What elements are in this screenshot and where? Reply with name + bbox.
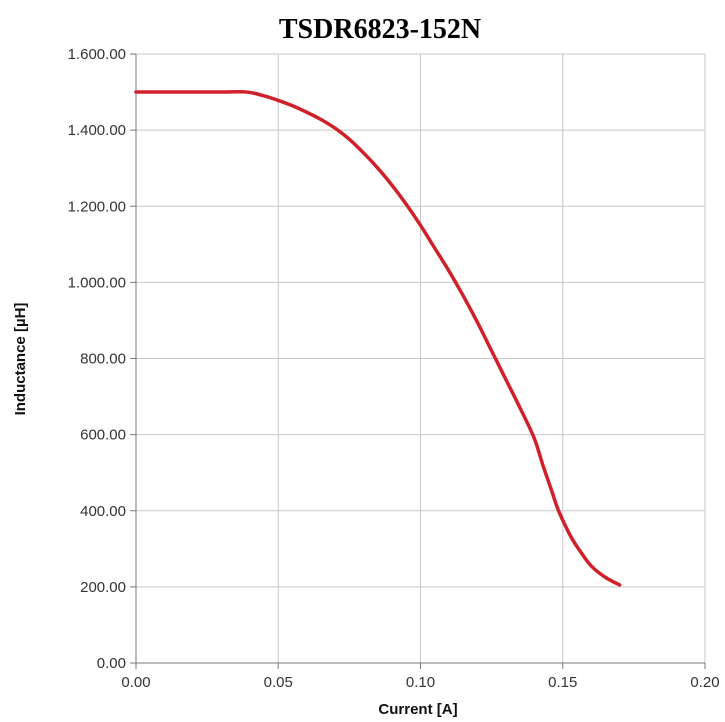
y-tick-label: 200.00 xyxy=(80,579,126,596)
y-tick-label: 800.00 xyxy=(80,351,126,368)
grid-lines xyxy=(135,53,706,664)
y-tick-label: 0.00 xyxy=(97,655,126,672)
x-tick-label: 0.00 xyxy=(121,674,150,691)
y-tick-label: 1.400.00 xyxy=(68,122,126,139)
series-layer xyxy=(134,90,622,587)
y-tick-label: 600.00 xyxy=(80,427,126,444)
x-tick-label: 0.15 xyxy=(548,674,577,691)
inductance-series-line xyxy=(134,90,622,587)
y-tick-label: 400.00 xyxy=(80,503,126,520)
y-axis-ticks: 0.00 200.00 400.00 600.00 800.00 1.000.00 1.20… xyxy=(68,46,136,672)
x-axis-title: Current [A] xyxy=(378,701,457,718)
y-tick-label: 1.000.00 xyxy=(68,274,126,291)
chart-title: TSDR6823-152N xyxy=(279,14,481,45)
x-tick-label: 0.20 xyxy=(690,674,719,691)
y-tick-label: 1.600.00 xyxy=(68,46,126,63)
x-tick-label: 0.10 xyxy=(406,674,435,691)
x-tick-label: 0.05 xyxy=(264,674,293,691)
y-tick-label: 1.200.00 xyxy=(68,198,126,215)
x-axis-ticks: 0.00 0.05 0.10 0.15 0.20 xyxy=(121,663,720,691)
y-axis-title: Inductance [µH] xyxy=(12,303,29,416)
